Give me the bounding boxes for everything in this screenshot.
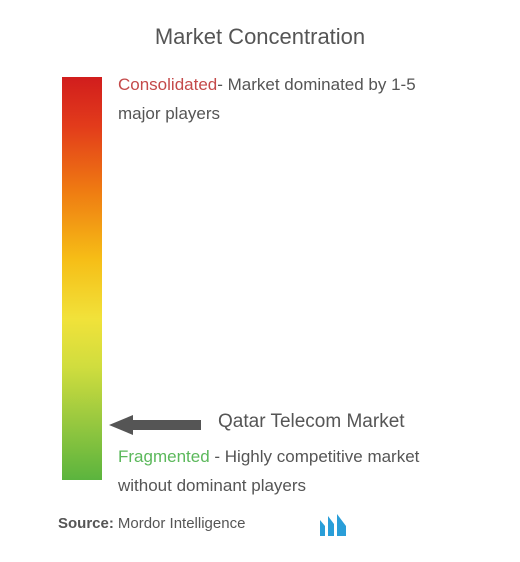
chart-body: Consolidated- Market dominated by 1-5 ma… (0, 65, 520, 492)
chart-title: Market Concentration (0, 0, 520, 50)
fragmented-keyword: Fragmented (118, 447, 210, 466)
concentration-scale (62, 77, 102, 480)
mordor-logo-icon (320, 514, 346, 536)
consolidated-keyword: Consolidated (118, 75, 217, 94)
arrow-icon (109, 415, 201, 435)
market-name-label: Qatar Telecom Market (218, 411, 405, 433)
source-value: Mordor Intelligence (118, 515, 246, 532)
arrow-shape (109, 415, 201, 435)
source-label: Source: (58, 515, 114, 532)
chart-container: Market Concentration Consolidated- Marke… (0, 0, 520, 562)
source-line: Source:Mordor Intelligence (58, 515, 520, 532)
fragmented-description: Fragmented - Highly competitive market w… (118, 443, 460, 501)
consolidated-description: Consolidated- Market dominated by 1-5 ma… (118, 71, 460, 129)
